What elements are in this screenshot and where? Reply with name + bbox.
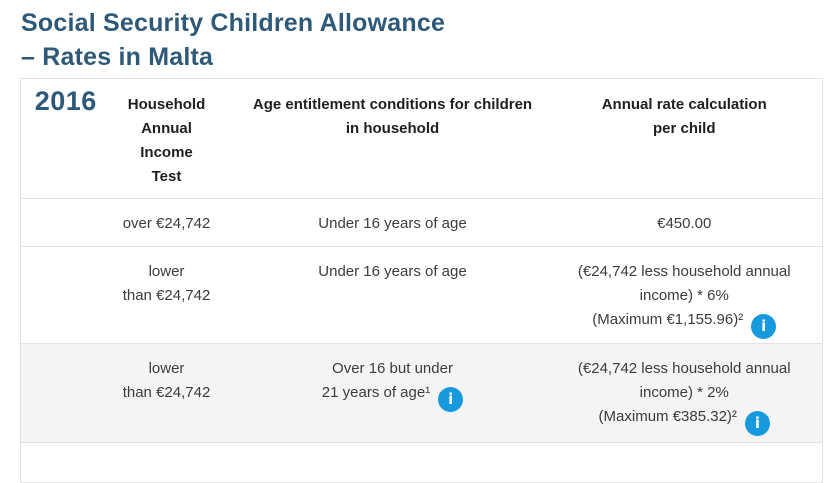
header-age-conditions: Age entitlement conditions for children … [223, 79, 563, 199]
income-text: than €24,742 [122, 287, 211, 304]
page-title-line-2: – Rates in Malta [21, 43, 214, 71]
income-cell: lower than €24,742 [111, 247, 223, 344]
age-text: Over 16 but under [332, 360, 453, 377]
rate-text: (€24,742 less household annual [577, 263, 791, 280]
table-row-partial [20, 442, 823, 483]
income-cell: lower than €24,742 [111, 344, 223, 443]
income-text: over €24,742 [122, 215, 211, 232]
info-icon[interactable]: i [744, 410, 770, 436]
header-household-income: Household Annual Income Test [111, 79, 223, 199]
table-header-row: 2016 Household Annual Income Test Age en… [21, 79, 823, 199]
header-age-conditions-line: in household [345, 120, 440, 137]
table-row: over €24,742 Under 16 years of age €450.… [20, 198, 823, 247]
year-spacer-cell [21, 199, 111, 247]
age-cell: Under 16 years of age [223, 247, 563, 344]
income-cell: over €24,742 [111, 199, 223, 247]
header-annual-rate: Annual rate calculation per child [563, 79, 823, 199]
income-text: lower [148, 360, 185, 377]
info-icon[interactable]: i [438, 386, 464, 412]
header-age-conditions-line: Age entitlement conditions for children [252, 96, 533, 113]
year-spacer-cell [21, 344, 111, 443]
rate-cell: (€24,742 less household annual income) *… [563, 344, 823, 443]
header-annual-rate-line: per child [652, 120, 716, 137]
header-household-income-line: Annual [141, 120, 192, 137]
rate-text: (Maximum €385.32)² [598, 408, 737, 425]
rate-text: (€24,742 less household annual [577, 360, 791, 377]
income-text: lower [148, 263, 185, 280]
rate-text: income) * 6% [639, 287, 729, 304]
year-spacer-cell [21, 247, 111, 344]
rates-table: 2016 Household Annual Income Test Age en… [20, 78, 823, 483]
rate-text-with-icon: (Maximum €1,155.96)² i [563, 308, 807, 339]
page-title: Social Security Children Allowance – Rat… [21, 6, 445, 74]
year-spacer-cell [21, 443, 111, 483]
table-row: lower than €24,742 Under 16 years of age… [20, 246, 823, 344]
header-household-income-line: Household [127, 96, 206, 113]
rate-text: €450.00 [657, 215, 712, 232]
age-text: Under 16 years of age [318, 263, 467, 280]
income-cell [111, 443, 223, 483]
page-title-line-1: Social Security Children Allowance [21, 9, 446, 37]
info-icon[interactable]: i [751, 313, 777, 339]
rate-cell: €450.00 [563, 199, 823, 247]
rate-text: (Maximum €1,155.96)² [592, 311, 744, 328]
table-row: lower than €24,742 Over 16 but under 21 … [20, 343, 823, 443]
income-text: than €24,742 [122, 384, 211, 401]
age-text: Under 16 years of age [318, 215, 467, 232]
rate-text-with-icon: (Maximum €385.32)² i [563, 405, 807, 436]
rate-cell: (€24,742 less household annual income) *… [563, 247, 823, 344]
age-cell: Under 16 years of age [223, 199, 563, 247]
header-annual-rate-line: Annual rate calculation [601, 96, 767, 113]
header-household-income-line: Test [151, 168, 182, 185]
rate-text: income) * 2% [639, 384, 729, 401]
age-cell [223, 443, 563, 483]
age-text-with-icon: 21 years of age¹ i [223, 381, 563, 412]
age-cell: Over 16 but under 21 years of age¹ i [223, 344, 563, 443]
header-household-income-line: Income [140, 144, 193, 161]
rate-cell [563, 443, 823, 483]
year-cell: 2016 [34, 86, 97, 116]
age-text: 21 years of age¹ [321, 384, 431, 401]
